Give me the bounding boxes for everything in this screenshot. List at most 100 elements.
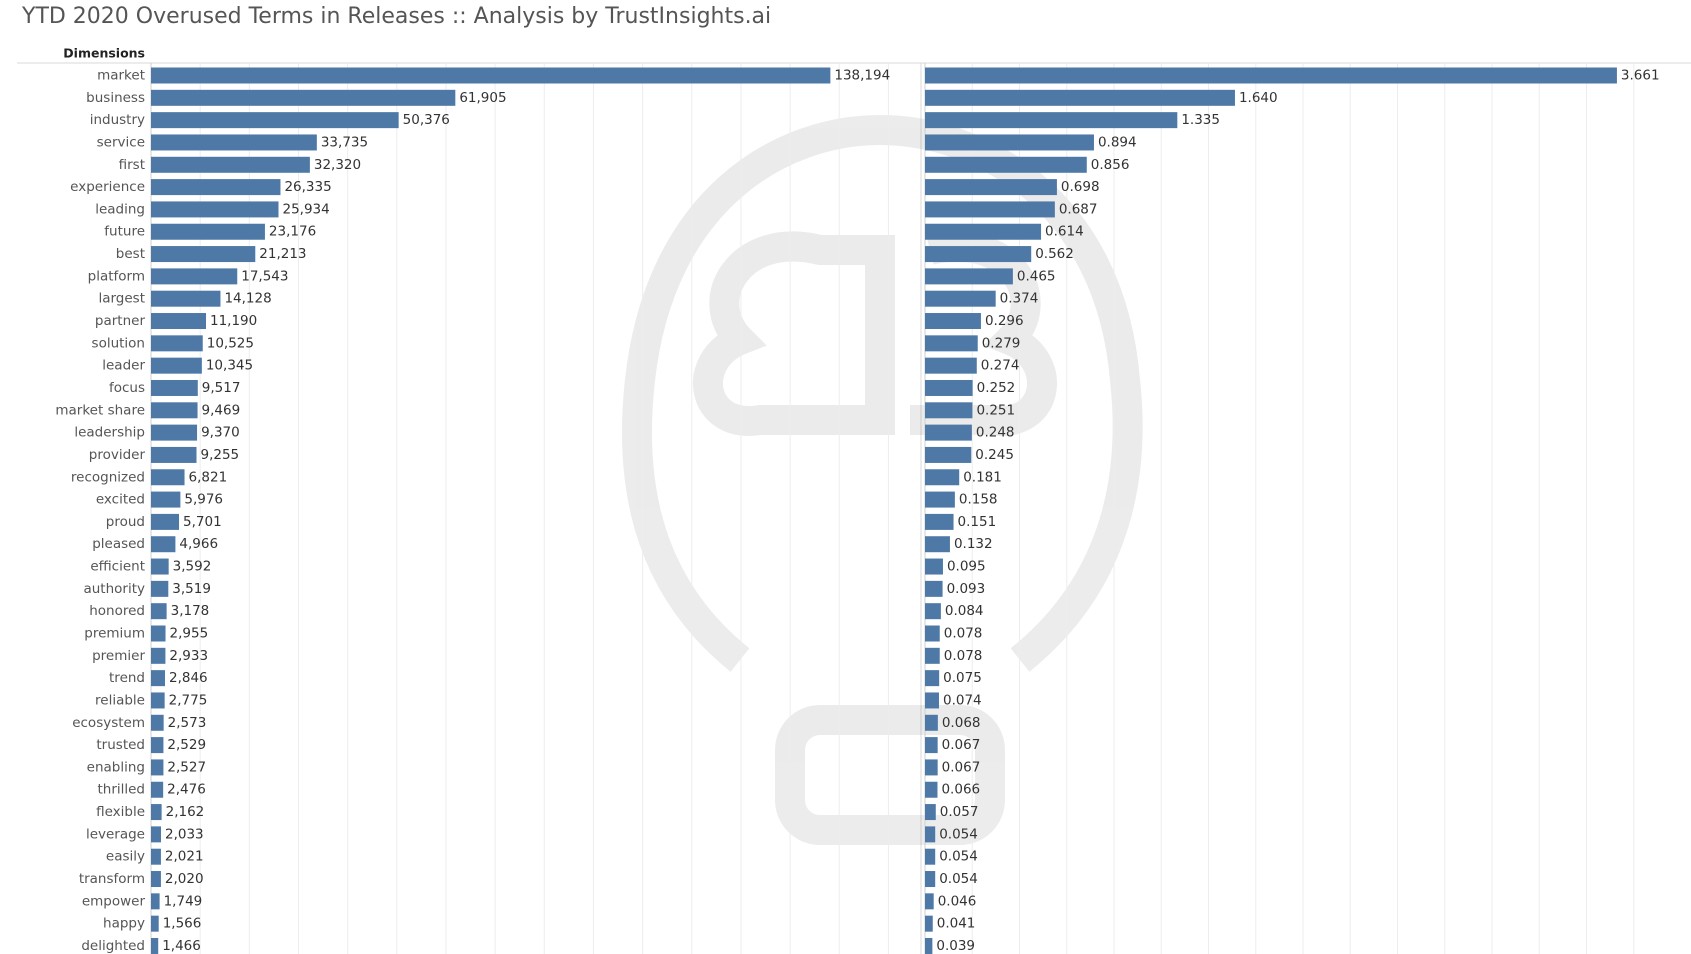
category-label: flexible (96, 804, 145, 820)
bar (925, 134, 1094, 151)
value-label: 0.054 (939, 826, 978, 842)
bar (925, 67, 1617, 84)
bar (151, 603, 167, 620)
value-label: 0.252 (977, 380, 1016, 396)
bar (925, 937, 933, 954)
bar (925, 313, 981, 330)
value-label: 0.041 (937, 916, 976, 932)
value-label: 0.274 (981, 358, 1020, 374)
category-label: provider (89, 447, 146, 463)
value-label: 0.279 (982, 335, 1021, 351)
value-label: 33,735 (321, 134, 368, 150)
value-label: 0.245 (975, 447, 1014, 463)
value-label: 17,543 (241, 268, 288, 284)
bar (151, 469, 185, 486)
value-label: 0.095 (947, 559, 986, 575)
bar (925, 446, 972, 463)
value-label: 0.248 (976, 425, 1015, 441)
category-label: leadership (74, 425, 145, 441)
category-label: recognized (71, 469, 145, 485)
bar (925, 893, 934, 910)
value-label: 2,033 (165, 826, 204, 842)
bar (151, 67, 831, 84)
value-label: 0.698 (1061, 179, 1100, 195)
value-label: 9,370 (201, 425, 240, 441)
category-label: leading (95, 201, 145, 217)
value-label: 3,178 (171, 603, 210, 619)
value-label: 2,162 (166, 804, 205, 820)
value-label: 2,573 (168, 715, 207, 731)
category-label: honored (89, 603, 145, 619)
value-label: 25,934 (282, 201, 329, 217)
bar (151, 491, 181, 508)
category-label: thrilled (97, 782, 145, 798)
bar (925, 826, 936, 843)
value-label: 138,194 (834, 68, 890, 84)
bar (151, 179, 281, 196)
bar (925, 692, 939, 709)
bar (151, 357, 202, 374)
category-label: leader (102, 358, 145, 374)
category-label: proud (106, 514, 145, 530)
category-label: delighted (81, 938, 145, 954)
bar (925, 491, 955, 508)
bar (151, 402, 198, 419)
value-label: 1,749 (164, 893, 203, 909)
category-label: focus (109, 380, 145, 396)
bar (151, 89, 456, 106)
value-label: 0.158 (959, 492, 998, 508)
bar (151, 513, 180, 530)
category-label: platform (88, 268, 145, 284)
bar (925, 357, 977, 374)
value-label: 0.856 (1091, 157, 1130, 173)
bar (925, 379, 973, 396)
value-label: 2,933 (169, 648, 208, 664)
value-label: 0.093 (947, 581, 986, 597)
category-label: best (116, 246, 145, 262)
bulb-outline (621, 114, 1143, 672)
bar (925, 670, 940, 687)
category-label: market share (55, 402, 145, 418)
value-label: 4,966 (179, 536, 218, 552)
category-label: leverage (86, 826, 145, 842)
value-label: 9,517 (202, 380, 241, 396)
bar (151, 536, 176, 553)
category-label: experience (70, 179, 145, 195)
value-label: 5,701 (183, 514, 222, 530)
value-label: 32,320 (314, 157, 361, 173)
bar (925, 536, 950, 553)
bar (151, 424, 198, 441)
value-label: 0.066 (941, 782, 980, 798)
value-label: 0.078 (944, 626, 983, 642)
chart-title: YTD 2020 Overused Terms in Releases :: A… (21, 4, 771, 29)
category-label: premier (92, 648, 145, 664)
bar (151, 201, 279, 218)
value-label: 0.067 (942, 737, 981, 753)
value-label: 1,466 (162, 938, 201, 954)
value-label: 0.039 (936, 938, 975, 954)
bar (151, 893, 160, 910)
value-label: 2,846 (169, 670, 208, 686)
value-label: 3,592 (173, 559, 212, 575)
value-label: 3,519 (172, 581, 211, 597)
bar (151, 625, 166, 642)
bar (925, 290, 996, 307)
value-label: 2,529 (167, 737, 206, 753)
category-label: ecosystem (72, 715, 145, 731)
value-label: 0.054 (939, 871, 978, 887)
category-label: largest (98, 291, 145, 307)
category-label: easily (106, 849, 145, 865)
dimension-header: Dimensions (63, 46, 145, 61)
value-label: 1,566 (163, 916, 202, 932)
value-label: 9,469 (202, 402, 241, 418)
bar (925, 580, 943, 597)
value-label: 50,376 (403, 112, 450, 128)
bar (151, 223, 265, 240)
value-label: 2,527 (167, 759, 206, 775)
value-label: 1.335 (1181, 112, 1220, 128)
value-label: 11,190 (210, 313, 257, 329)
value-label: 6,821 (189, 469, 228, 485)
value-label: 2,020 (165, 871, 204, 887)
bar (925, 603, 941, 620)
bar (151, 826, 161, 843)
